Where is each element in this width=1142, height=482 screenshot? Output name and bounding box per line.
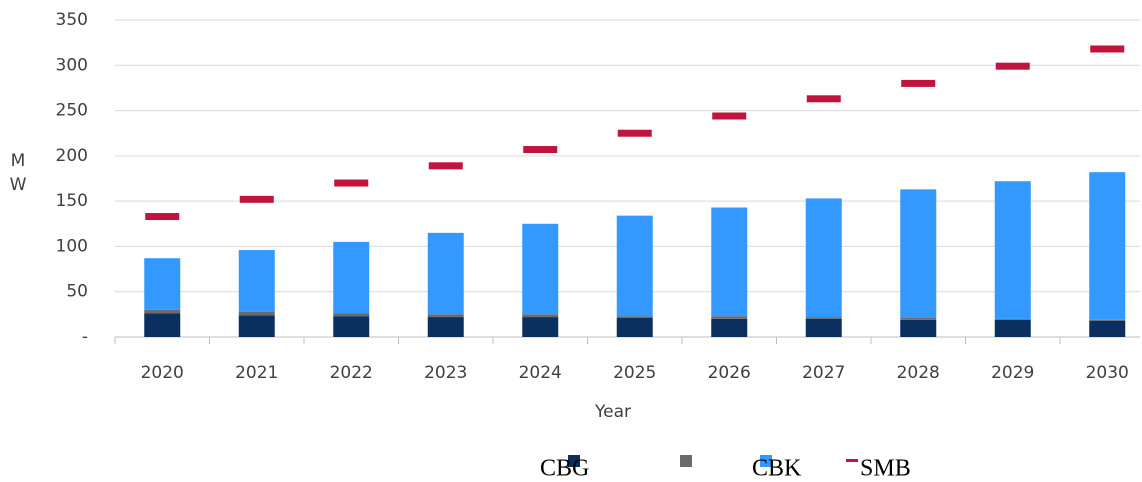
bar-segment — [427, 317, 464, 337]
bar-segment — [144, 258, 181, 310]
marker — [145, 213, 180, 221]
bar-segment — [805, 198, 842, 318]
marker — [806, 95, 841, 103]
marker — [334, 179, 369, 187]
bar-segment — [1089, 319, 1126, 321]
bar-segment — [900, 319, 937, 337]
bar-segment — [616, 215, 653, 317]
bar-segment — [238, 250, 275, 312]
x-tick-label: 2022 — [330, 363, 373, 383]
y-tick-label: 300 — [56, 55, 88, 75]
y-tick-label: 50 — [66, 282, 88, 302]
y-tick-label: 250 — [56, 101, 88, 121]
x-tick-label: 2023 — [424, 363, 467, 383]
x-tick-label: 2027 — [802, 363, 845, 383]
marker — [239, 195, 274, 203]
legend-label: CBG — [540, 456, 589, 482]
x-tick-label: 2024 — [519, 363, 562, 383]
marker — [712, 112, 747, 120]
bar-segment — [144, 309, 181, 314]
bar-segment — [333, 316, 370, 337]
bar-segment — [427, 232, 464, 315]
bar-segment — [994, 319, 1031, 337]
bar-segment — [333, 313, 370, 317]
bar-segment — [1089, 320, 1126, 337]
y-tick-label: 200 — [56, 146, 88, 166]
x-tick-label: 2025 — [613, 363, 656, 383]
marker — [523, 146, 558, 154]
bar-segment — [900, 317, 937, 320]
marker — [1090, 45, 1125, 53]
y-tick-label: 350 — [56, 10, 88, 30]
bar-segment — [238, 311, 275, 316]
legend-marker — [760, 455, 772, 467]
bar-segment — [711, 318, 748, 337]
bar-segment — [994, 181, 1031, 319]
y-axis-title: MW — [8, 151, 28, 199]
legend-label: SMB — [860, 456, 911, 482]
legend-marker — [568, 455, 580, 467]
bar-segment — [616, 316, 653, 318]
bar-segment — [238, 315, 275, 337]
marker — [901, 79, 936, 87]
legend-label: CBK — [752, 456, 802, 482]
bar-segment — [711, 207, 748, 317]
bar-segment — [144, 313, 181, 337]
x-tick-label: 2030 — [1086, 363, 1129, 383]
y-tick-label: 100 — [56, 236, 88, 256]
bar-segment — [711, 316, 748, 319]
y-tick-label: 150 — [56, 191, 88, 211]
x-tick-label: 2028 — [897, 363, 940, 383]
bar-segment — [805, 317, 842, 319]
bar-segment — [805, 318, 842, 337]
bar-segment — [1089, 172, 1126, 320]
bar-segment — [522, 317, 559, 337]
marker — [428, 162, 463, 170]
bar-segment — [994, 318, 1031, 320]
bar-segment — [522, 223, 559, 315]
bar-segment — [427, 314, 464, 318]
legend-marker — [680, 455, 692, 467]
bar-segment — [333, 241, 370, 314]
y-tick-label: - — [82, 327, 88, 347]
marker — [995, 62, 1030, 70]
x-tick-label: 2029 — [991, 363, 1034, 383]
bar-segment — [900, 189, 937, 318]
x-tick-label: 2020 — [141, 363, 184, 383]
bar-segment — [522, 314, 559, 318]
bar-segment — [616, 317, 653, 337]
x-axis-title: Year — [594, 402, 631, 422]
x-tick-label: 2021 — [235, 363, 278, 383]
marker — [617, 129, 652, 137]
legend-marker — [846, 459, 858, 462]
x-tick-label: 2026 — [708, 363, 751, 383]
